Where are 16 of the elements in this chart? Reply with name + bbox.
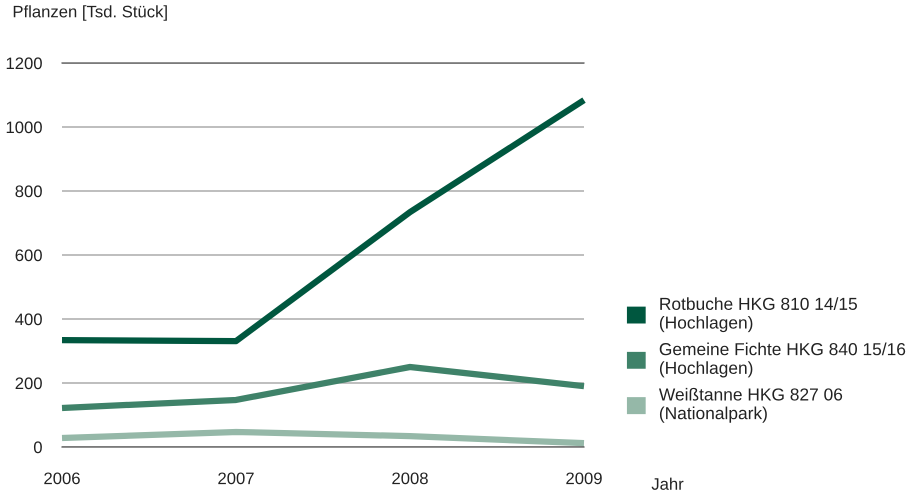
y-tick-label: 1200 <box>6 57 42 70</box>
x-tick-label: 2008 <box>392 472 428 484</box>
x-tick-label: 2006 <box>44 472 80 484</box>
legend-label: Gemeine Fichte HKG 840 15/16 (Hochlagen) <box>660 342 906 378</box>
x-axis-title: Jahr <box>652 478 684 490</box>
y-axis-title: Pflanzen [Tsd. Stück] <box>14 5 167 21</box>
legend-label: Rotbuche HKG 810 14/15 (Hochlagen) <box>660 297 857 332</box>
x-tick-label: 2007 <box>218 472 254 484</box>
y-tick-label: 0 <box>34 441 42 454</box>
x-tick-label: 2009 <box>566 472 602 484</box>
y-tick-label: 600 <box>16 249 42 262</box>
y-tick-label: 200 <box>16 377 42 390</box>
y-tick-label: 1000 <box>6 121 42 134</box>
legend-label: Weißtanne HKG 827 06 (Nationalpark) <box>658 388 842 423</box>
y-tick-label: 800 <box>15 185 42 198</box>
y-tick-label: 400 <box>15 313 42 326</box>
